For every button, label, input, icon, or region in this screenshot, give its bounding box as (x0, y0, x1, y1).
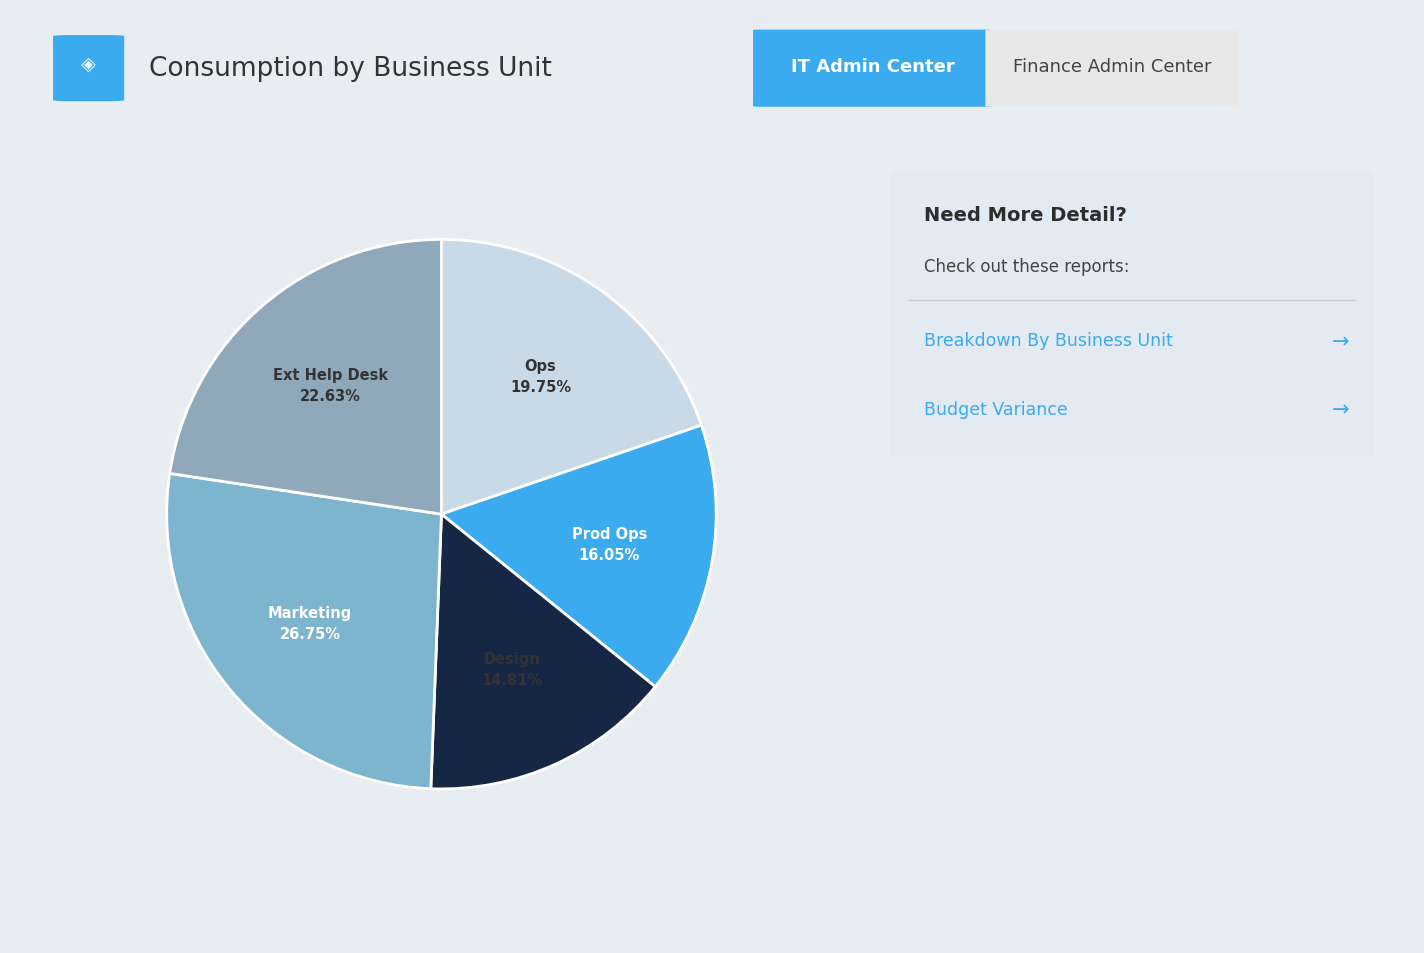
Text: →: → (1331, 332, 1349, 352)
Wedge shape (167, 474, 441, 789)
Text: Design
14.81%: Design 14.81% (481, 652, 543, 687)
Text: Ext Help Desk
22.63%: Ext Help Desk 22.63% (273, 368, 387, 404)
Text: Ops
19.75%: Ops 19.75% (510, 358, 571, 395)
Wedge shape (431, 515, 655, 789)
FancyBboxPatch shape (985, 30, 1239, 108)
Text: →: → (1331, 400, 1349, 420)
FancyBboxPatch shape (876, 163, 1388, 466)
Wedge shape (441, 426, 716, 687)
Text: Consumption by Business Unit: Consumption by Business Unit (148, 56, 551, 82)
Wedge shape (169, 240, 441, 515)
Text: Check out these reports:: Check out these reports: (924, 257, 1129, 275)
Text: ◈: ◈ (81, 54, 97, 73)
Text: Breakdown By Business Unit: Breakdown By Business Unit (924, 332, 1172, 350)
Text: Need More Detail?: Need More Detail? (924, 206, 1126, 225)
Wedge shape (441, 240, 702, 515)
Text: Prod Ops
16.05%: Prod Ops 16.05% (571, 526, 646, 562)
FancyBboxPatch shape (753, 30, 993, 108)
Text: IT Admin Center: IT Admin Center (790, 58, 954, 76)
FancyBboxPatch shape (53, 36, 124, 102)
Text: Finance Admin Center: Finance Admin Center (1012, 58, 1210, 76)
Text: Budget Variance: Budget Variance (924, 400, 1068, 418)
Text: Marketing
26.75%: Marketing 26.75% (268, 605, 352, 641)
